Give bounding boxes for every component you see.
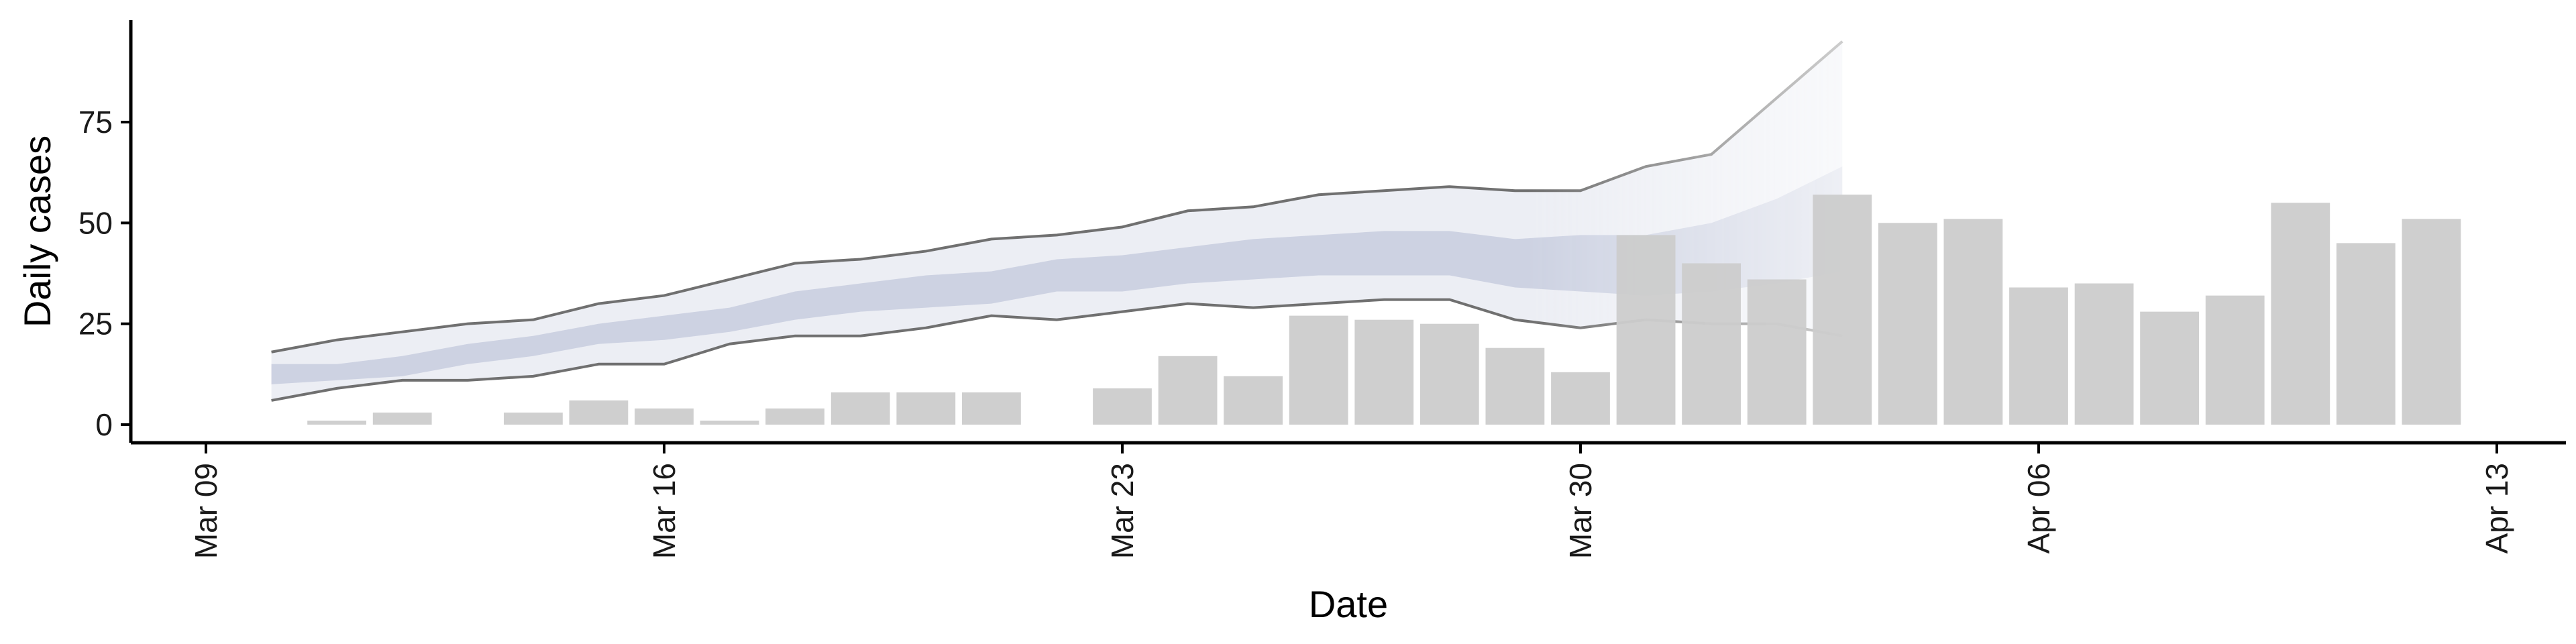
bar-2020-04-08 <box>2140 311 2199 425</box>
bar-2020-04-01 <box>1682 263 1741 425</box>
y-ticks: 0 25 50 75 <box>78 105 131 442</box>
bar-2020-03-29 <box>1485 347 1545 425</box>
y-tick-label: 50 <box>78 205 113 240</box>
bar-2020-04-07 <box>2074 283 2134 425</box>
bar-2020-03-17 <box>700 421 759 425</box>
bar-2020-04-11 <box>2336 243 2396 425</box>
y-tick-label: 75 <box>78 105 113 140</box>
x-tick-label: Mar 09 <box>189 463 223 559</box>
bar-2020-03-14 <box>504 413 563 425</box>
bar-2020-03-19 <box>830 392 890 425</box>
inner-interval-band <box>271 166 1843 384</box>
bar-2020-03-21 <box>962 392 1021 425</box>
x-tick-label: Mar 23 <box>1105 463 1140 559</box>
bar-2020-03-18 <box>765 408 824 425</box>
case-bars <box>307 195 2461 425</box>
bar-2020-03-11 <box>307 421 366 425</box>
bar-2020-04-02 <box>1747 279 1807 425</box>
bar-2020-03-28 <box>1419 323 1479 425</box>
bar-2020-03-27 <box>1354 319 1414 425</box>
y-tick-label: 0 <box>95 407 113 442</box>
bar-2020-04-09 <box>2205 295 2265 425</box>
x-tick-label: Apr 06 <box>2021 463 2056 554</box>
x-tick-label: Apr 13 <box>2479 463 2514 554</box>
outer-upper-line <box>271 40 1843 354</box>
bar-2020-03-12 <box>372 413 432 425</box>
bar-2020-04-06 <box>2009 287 2068 425</box>
x-tick-label: Mar 16 <box>647 463 682 559</box>
bar-2020-03-30 <box>1551 372 1610 425</box>
bar-2020-04-10 <box>2271 203 2330 425</box>
x-ticks: Mar 09 Mar 16 Mar 23 Mar 30 Apr 06 Apr 13 <box>189 443 2514 559</box>
bar-2020-04-12 <box>2402 219 2461 425</box>
y-tick-label: 25 <box>78 307 113 341</box>
y-axis-title: Daily cases <box>16 136 58 327</box>
x-axis-title: Date <box>1309 583 1388 625</box>
bar-2020-04-03 <box>1813 195 1872 425</box>
bar-2020-04-05 <box>1943 219 2003 425</box>
bar-2020-03-16 <box>635 408 694 425</box>
outer-lower-line <box>271 298 1843 402</box>
bar-2020-04-04 <box>1878 223 1937 425</box>
x-tick-label: Mar 30 <box>1563 463 1598 559</box>
bar-2020-03-25 <box>1224 376 1283 425</box>
bar-2020-03-24 <box>1158 356 1218 425</box>
axes: 0 25 50 75 Mar 09 Mar 16 Mar 23 Mar 30 Apr 06 Ap… <box>78 20 2566 559</box>
estimate-band-group <box>271 40 1843 402</box>
outer-interval-band <box>271 41 1843 400</box>
bar-2020-03-20 <box>896 392 956 425</box>
bar-2020-03-31 <box>1616 235 1676 425</box>
bar-2020-03-15 <box>569 400 629 425</box>
estimate-bands <box>271 40 1843 402</box>
bar-2020-03-26 <box>1289 315 1348 425</box>
bar-2020-03-23 <box>1093 388 1152 425</box>
